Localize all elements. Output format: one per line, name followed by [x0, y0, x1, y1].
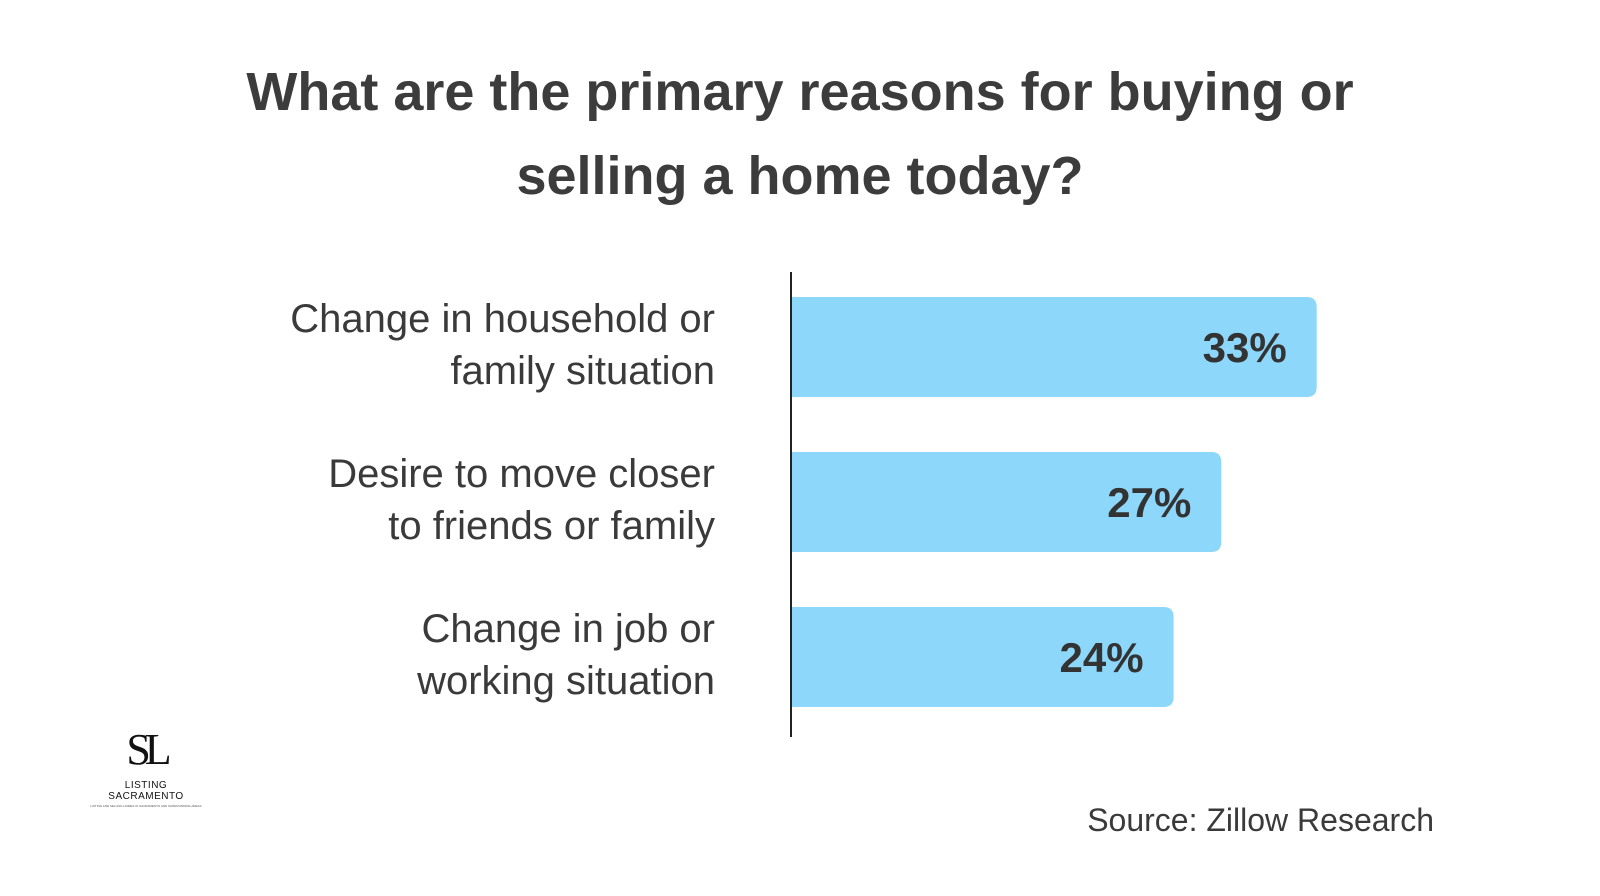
chart-title-line-2: selling a home today? — [516, 146, 1084, 206]
chart-title-line-1: What are the primary reasons for buying … — [246, 62, 1354, 122]
category-label-0-line-1: family situation — [450, 349, 715, 393]
bar-2 — [792, 607, 1174, 707]
category-label-1-line-1: to friends or family — [388, 504, 715, 548]
logo-monogram: SL — [126, 725, 171, 774]
category-label-2-line-0: Change in job or — [421, 607, 715, 651]
logo-tagline: LISTING AND SELLING HOMES IN SACRAMENTO … — [90, 804, 202, 808]
bar-0 — [792, 297, 1317, 397]
category-label-0-line-0: Change in household or — [290, 297, 715, 341]
chart-title: What are the primary reasons for buying … — [0, 50, 1600, 218]
bar-1 — [792, 452, 1222, 552]
bar-value-label-1: 27% — [1107, 479, 1191, 526]
category-label-2: Change in job or working situation — [75, 603, 715, 707]
bar-value-label-0: 33% — [1203, 324, 1287, 371]
source-note: Source: Zillow Research — [1087, 802, 1434, 838]
logo-name: LISTING SACRAMENTO — [108, 780, 184, 802]
category-label-0: Change in household or family situation — [75, 293, 715, 397]
listing-sacramento-logo: SL LISTING SACRAMENTO LISTING AND SELLIN… — [86, 725, 206, 809]
category-label-1: Desire to move closer to friends or famil… — [75, 448, 715, 552]
category-label-1-line-0: Desire to move closer — [328, 452, 715, 496]
bar-value-label-2: 24% — [1060, 634, 1144, 681]
category-label-2-line-1: working situation — [417, 659, 715, 703]
